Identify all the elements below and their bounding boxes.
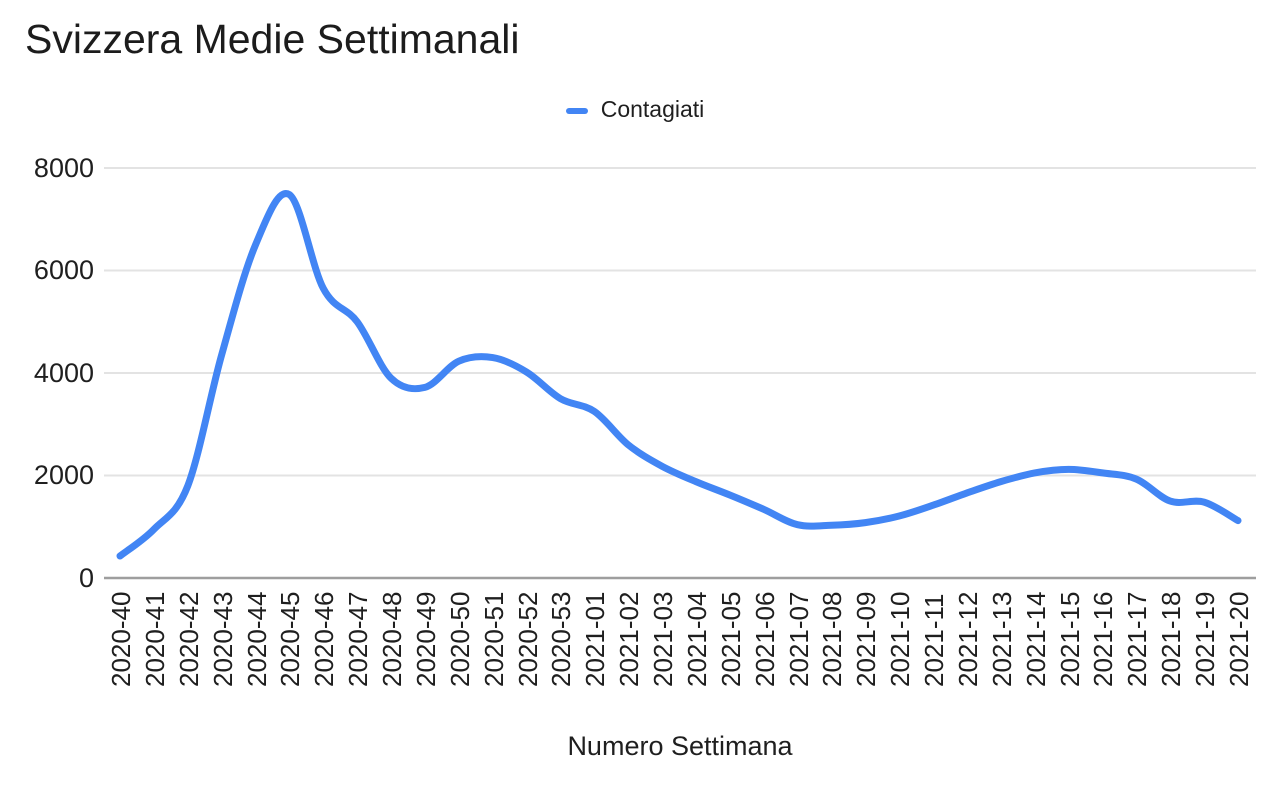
- y-tick-label-8000: 8000: [33, 152, 94, 183]
- x-tick-label-text: 2021-02: [614, 591, 645, 687]
- x-tick-label-text: 2021-12: [952, 591, 983, 687]
- x-tick-label-text: 2021-13: [986, 591, 1017, 687]
- x-tick-label-text: 2020-50: [444, 591, 475, 687]
- x-tick-label-text: 2020-51: [478, 591, 509, 687]
- x-tick-label-text: 2021-18: [1156, 591, 1187, 687]
- x-tick-label-text: 2021-06: [749, 591, 780, 687]
- x-tick-label-text: 2021-10: [885, 591, 916, 687]
- x-tick-label-text: 2020-43: [207, 591, 238, 687]
- x-tick-label-text: 2021-16: [1088, 591, 1119, 687]
- x-tick-label-text: 2020-42: [173, 591, 204, 687]
- x-tick-label-text: 2020-46: [309, 591, 340, 687]
- x-tick-label-text: 2021-11: [919, 593, 950, 688]
- x-tick-label-text: 2021-14: [1020, 591, 1051, 687]
- x-tick-label-text: 2020-52: [512, 591, 543, 687]
- x-tick-label-text: 2021-08: [817, 591, 848, 687]
- x-tick-label-text: 2021-09: [851, 591, 882, 687]
- x-tick-label-text: 2020-53: [546, 591, 577, 687]
- x-tick-label-text: 2021-05: [715, 591, 746, 687]
- y-tick-label-2000: 2000: [33, 460, 94, 490]
- x-tick-label-text: 2021-20: [1224, 591, 1254, 687]
- x-tick-label-text: 2020-40: [106, 591, 136, 687]
- series-line-contagiati: [116, 190, 1242, 560]
- y-tick-label-0: 0: [78, 562, 94, 593]
- x-tick-label-text: 2020-47: [343, 591, 374, 687]
- x-tick-label-text: 2021-04: [681, 591, 712, 687]
- x-tick-label-text: 2020-45: [275, 591, 306, 687]
- x-axis-title: Numero Settimana: [567, 731, 793, 761]
- chart-title: Svizzera Medie Settimanali: [25, 16, 520, 62]
- x-tick-label-text: 2021-15: [1054, 591, 1085, 687]
- y-tick-label-6000: 6000: [33, 255, 94, 285]
- x-tick-label-text: 2021-01: [580, 591, 611, 687]
- x-tick-label-text: 2021-07: [783, 591, 814, 687]
- x-tick-label-text: 2021-03: [648, 591, 679, 687]
- x-tick-label-text: 2021-19: [1190, 591, 1221, 687]
- x-tick-label-text: 2020-48: [377, 591, 408, 687]
- legend-label-contagiati: Contagiati: [600, 96, 705, 122]
- y-tick-label-4000: 4000: [33, 357, 94, 388]
- x-tick-label-text: 2020-49: [410, 591, 441, 687]
- x-tick-label-text: 2020-44: [241, 591, 272, 687]
- legend: Contagiati: [0, 96, 1270, 123]
- x-tick-label-text: 2021-17: [1122, 591, 1153, 687]
- x-tick-label-text: 2020-41: [139, 591, 170, 687]
- legend-marker-contagiati-icon: [565, 108, 588, 114]
